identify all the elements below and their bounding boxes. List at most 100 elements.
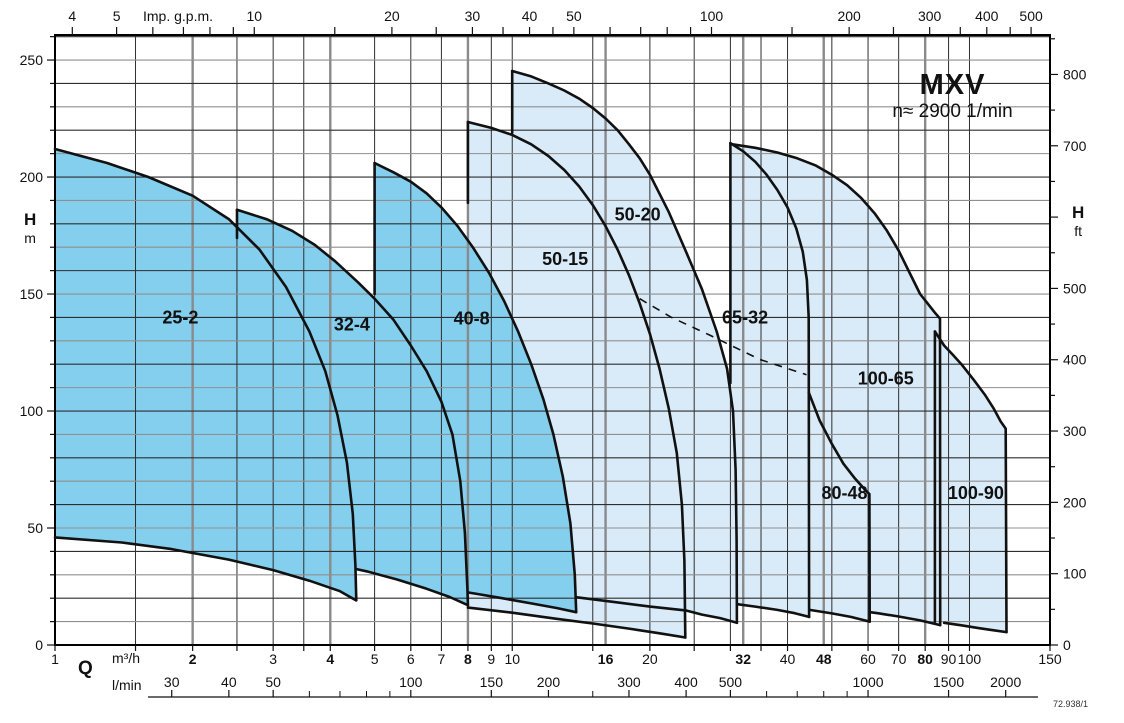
flow-tick-label: 60 [860, 651, 876, 667]
top-tick-label: 30 [465, 8, 481, 24]
flow-tick-label: 48 [816, 651, 832, 667]
left-tick-label: 0 [35, 637, 43, 653]
right-tick-label: 300 [1063, 423, 1087, 439]
flow-axis-unit-primary: m³/h [112, 650, 140, 666]
flow-tick-label: 5 [371, 651, 379, 667]
region-label-65-32: 65-32 [722, 307, 768, 327]
region-label-40-8: 40-8 [454, 309, 490, 329]
right-tick-label: 100 [1063, 566, 1087, 582]
top-axis-title: Imp. g.p.m. [143, 8, 214, 24]
left-axis-title: H m [24, 210, 36, 246]
legend-speed: n≈ 2900 1/min [892, 101, 1013, 123]
top-tick-label: 400 [975, 8, 999, 24]
region-label-32-4: 32-4 [334, 314, 370, 334]
flow-tick-label: 2 [189, 651, 197, 667]
flow-tick-label: 40 [780, 651, 796, 667]
region-curve-65-32-1 [729, 141, 811, 619]
flow-tick-label: 3 [269, 651, 277, 667]
lmin-tick-label: 2000 [990, 674, 1021, 690]
region-curve-40-8-2 [467, 591, 578, 614]
left-tick-label: 200 [20, 169, 44, 185]
right-tick-label: 800 [1063, 66, 1087, 82]
region-curve-32-4-1 [235, 208, 470, 607]
drawing-number: 72.938/1 [1052, 699, 1088, 709]
top-tick-label: 5 [113, 8, 121, 24]
region-curve-32-4-2 [354, 567, 470, 607]
lmin-tick-label: 300 [617, 674, 641, 690]
right-tick-label: 200 [1063, 494, 1087, 510]
flow-tick-label: 16 [598, 651, 614, 667]
flow-tick-label: 1 [51, 651, 59, 667]
lmin-tick-label: 150 [480, 674, 504, 690]
region-labels: 100-90 100-65 80-48 65-32 50-20 50-15 40-8 32-4… [162, 204, 1004, 502]
region-label-50-20: 50-20 [615, 204, 661, 224]
flow-tick-label: 32 [735, 651, 751, 667]
flow-tick-label: 70 [891, 651, 907, 667]
region-curve-25-2-0 [53, 147, 358, 602]
region-fill-65-32 [730, 143, 810, 617]
region-curve-100-90-1 [933, 330, 1008, 634]
top-tick-label: 100 [700, 8, 724, 24]
left-tick-label: 250 [20, 52, 44, 68]
legend-box: MXV n≈ 2900 1/min [873, 62, 1032, 130]
region-curve-80-48-0 [807, 391, 871, 623]
lmin-tick-label: 30 [164, 674, 180, 690]
top-tick-label: 200 [837, 8, 861, 24]
right-axis-title: H ft [1072, 203, 1084, 239]
left-tick-label: 50 [27, 520, 43, 536]
lmin-tick-label: 1000 [852, 674, 883, 690]
top-tick-label: 50 [566, 8, 582, 24]
lmin-tick-label: 100 [399, 674, 423, 690]
left-tick-label: 100 [20, 403, 44, 419]
top-tick-label: 4 [68, 8, 76, 24]
flow-tick-label: 4 [326, 651, 334, 667]
lmin-tick-label: 1500 [933, 674, 964, 690]
dashed-limit-line [639, 298, 807, 376]
flow-tick-label: 7 [438, 651, 446, 667]
region-curve-65-32-2 [736, 603, 811, 619]
top-tick-label: 300 [918, 8, 942, 24]
flow-tick-label: 90 [941, 651, 957, 667]
right-tick-label: 0 [1063, 637, 1071, 653]
flow-tick-label: 9 [487, 651, 495, 667]
region-curve-50-20-1 [510, 69, 739, 625]
top-tick-label: 20 [384, 8, 400, 24]
axes: 4 5 10 20 30 40 50 100 200 300 400 5000501001502002… [20, 8, 1087, 698]
region-curve-100-65-0 [731, 143, 942, 627]
region-label-100-65: 100-65 [858, 368, 914, 388]
region-curve-100-90-2 [942, 621, 1008, 634]
top-tick-label: 10 [246, 8, 262, 24]
right-axis-symbol: H [1072, 203, 1085, 222]
flow-tick-label: 80 [917, 651, 933, 667]
flow-tick-label: 8 [464, 651, 472, 667]
region-label-100-90: 100-90 [948, 483, 1004, 503]
flow-tick-label: 10 [504, 651, 520, 667]
lmin-tick-label: 400 [674, 674, 698, 690]
right-tick-label: 700 [1063, 138, 1087, 154]
region-label-50-15: 50-15 [542, 249, 588, 269]
top-tick-label: 40 [522, 8, 538, 24]
flow-tick-label: 20 [642, 651, 658, 667]
left-axis-unit: m [24, 230, 36, 246]
right-tick-label: 400 [1063, 352, 1087, 368]
region-curves [53, 69, 1008, 639]
region-curve-50-15-2 [466, 606, 687, 639]
region-fill-25-2 [55, 149, 357, 601]
top-tick-label: 500 [1019, 8, 1043, 24]
lmin-tick-label: 500 [719, 674, 743, 690]
right-axis-unit: ft [1074, 223, 1083, 239]
flow-tick-label: 6 [407, 651, 415, 667]
lmin-tick-label: 50 [265, 674, 281, 690]
lmin-tick-label: 200 [537, 674, 561, 690]
region-curve-100-65-1 [868, 610, 942, 627]
region-curve-40-8-1 [373, 161, 578, 614]
region-fills [55, 71, 1007, 638]
flow-tick-label: 100 [958, 651, 982, 667]
region-label-25-2: 25-2 [162, 307, 198, 327]
flow-axis-unit-secondary: l/min [112, 677, 142, 693]
region-curve-80-48-1 [808, 608, 871, 623]
legend-series-name: MXV [919, 68, 986, 101]
left-tick-label: 150 [20, 286, 44, 302]
